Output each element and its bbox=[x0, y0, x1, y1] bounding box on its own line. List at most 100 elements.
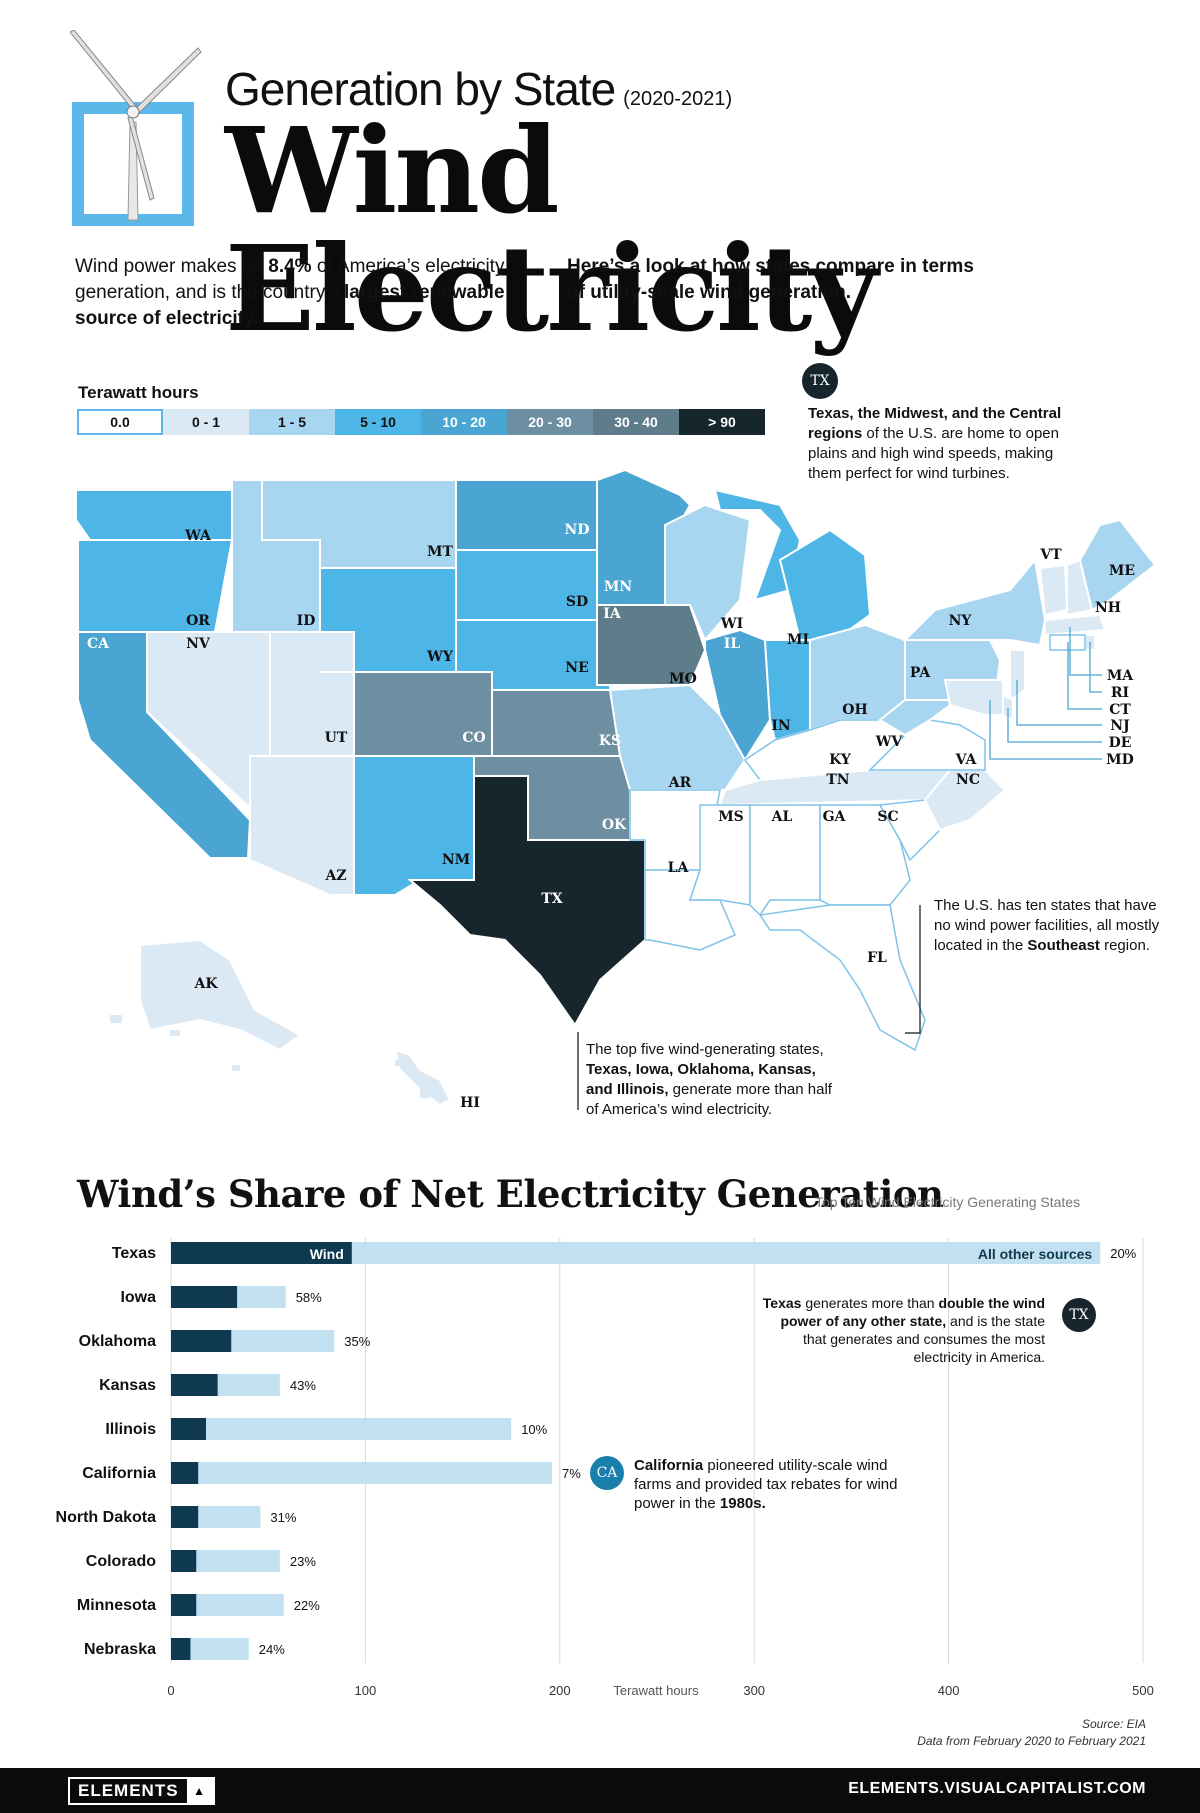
state-fl bbox=[758, 904, 926, 1052]
series-label-other: All other sources bbox=[978, 1246, 1093, 1262]
x-tick-label: 300 bbox=[743, 1683, 765, 1698]
x-tick-label: 400 bbox=[938, 1683, 960, 1698]
x-tick-label: 500 bbox=[1132, 1683, 1154, 1698]
bar-other-sources bbox=[237, 1286, 286, 1308]
state-label-id: ID bbox=[297, 613, 316, 629]
state-az bbox=[249, 755, 355, 896]
state-label-nd: ND bbox=[565, 522, 590, 538]
x-tick-label: 100 bbox=[355, 1683, 377, 1698]
state-label-sd: SD bbox=[566, 594, 588, 610]
state-label-me: ME bbox=[1109, 563, 1135, 579]
bar-wind bbox=[171, 1638, 191, 1660]
texas-chart-note: Texas generates more than double the win… bbox=[762, 1295, 1045, 1365]
annotation-line bbox=[905, 905, 921, 1034]
category-label: Colorado bbox=[86, 1553, 156, 1570]
state-label-ca: CA bbox=[87, 636, 110, 652]
state-mi bbox=[713, 488, 802, 602]
top-five-note: The top five wind-generating states, Tex… bbox=[586, 1041, 832, 1118]
state-label-ak: AK bbox=[193, 976, 218, 992]
share-label: 58% bbox=[296, 1290, 322, 1305]
bar-wind bbox=[171, 1506, 199, 1528]
state-label-ut: UT bbox=[325, 730, 348, 746]
category-label: North Dakota bbox=[56, 1509, 157, 1526]
bar-wind bbox=[171, 1286, 238, 1308]
state-label-mi: MI bbox=[787, 632, 809, 648]
state-label-ny: NY bbox=[949, 613, 973, 629]
leader-line bbox=[1069, 627, 1102, 676]
state-label-sc: SC bbox=[877, 809, 898, 825]
leader-line bbox=[1089, 642, 1102, 693]
state-nc bbox=[870, 769, 1007, 832]
us-map: WA OR CA NV ID MT WY UT AZ CO NM ND SD NE KS OK TX MN IA MO… bbox=[75, 468, 1157, 1111]
page-title: Wind Electricity bbox=[225, 101, 878, 358]
source-period: Data from February 2020 to February 2021 bbox=[917, 1734, 1146, 1748]
state-label-hi: HI bbox=[460, 1095, 480, 1111]
category-label: Oklahoma bbox=[79, 1333, 156, 1350]
state-ny bbox=[902, 557, 1047, 647]
footer-brand[interactable]: ELEMENTS ▲ bbox=[68, 1777, 215, 1805]
share-label: 22% bbox=[294, 1598, 320, 1613]
category-label: Minnesota bbox=[77, 1597, 156, 1614]
state-label-ky: KY bbox=[829, 752, 852, 768]
bar-wind bbox=[171, 1462, 199, 1484]
state-label-la: LA bbox=[668, 860, 690, 876]
intro-highlight: Here’s a look at how states compare in t… bbox=[567, 256, 974, 303]
legend-bin: > 90 bbox=[679, 409, 765, 435]
bar-wind bbox=[171, 1418, 206, 1440]
legend-bin: 30 - 40 bbox=[593, 409, 679, 435]
share-label: 43% bbox=[290, 1378, 316, 1393]
brand-mark-icon: ▲ bbox=[186, 1779, 213, 1803]
island bbox=[110, 1015, 122, 1023]
bar-wind bbox=[171, 1330, 232, 1352]
legend-bin: 10 - 20 bbox=[421, 409, 507, 435]
intro-text: Wind power makes up 8.4% of America’s el… bbox=[75, 256, 505, 329]
series-label-wind: Wind bbox=[310, 1246, 344, 1262]
category-label: Iowa bbox=[120, 1289, 156, 1306]
x-tick-label: 0 bbox=[167, 1683, 174, 1698]
island bbox=[232, 1065, 240, 1071]
state-label-nh: NH bbox=[1095, 600, 1121, 616]
state-label-vt: VT bbox=[1039, 547, 1062, 563]
state-label-mo: MO bbox=[669, 671, 697, 687]
bar-other-sources bbox=[196, 1550, 280, 1572]
state-label-wv: WV bbox=[875, 734, 904, 750]
state-label-al: AL bbox=[771, 809, 793, 825]
category-label: Kansas bbox=[99, 1377, 156, 1394]
state-label-il: IL bbox=[724, 636, 741, 652]
legend-title: Terawatt hours bbox=[78, 383, 199, 402]
state-label-nm: NM bbox=[442, 852, 470, 868]
state-label-wi: WI bbox=[720, 616, 743, 632]
state-label-ar: AR bbox=[668, 775, 692, 791]
share-label: 20% bbox=[1110, 1246, 1136, 1261]
share-label: 35% bbox=[344, 1334, 370, 1349]
state-nj bbox=[1009, 649, 1026, 702]
state-label-ne: NE bbox=[565, 660, 588, 676]
category-label: Illinois bbox=[105, 1421, 156, 1438]
legend-bin: 0 - 1 bbox=[163, 409, 249, 435]
wind-turbine-logo bbox=[70, 30, 202, 226]
tx-map-note: Texas, the Midwest, and the Central regi… bbox=[808, 405, 1062, 482]
state-label-ri: RI bbox=[1111, 685, 1129, 701]
state-hi bbox=[393, 1048, 452, 1107]
ca-badge: CA bbox=[590, 1456, 624, 1490]
state-label-ok: OK bbox=[602, 817, 627, 833]
state-label-az: AZ bbox=[324, 868, 346, 884]
island bbox=[170, 1030, 180, 1036]
southeast-note: The U.S. has ten states that have no win… bbox=[934, 897, 1160, 954]
bar-wind bbox=[171, 1594, 197, 1616]
footer-url[interactable]: ELEMENTS.VISUALCAPITALIST.COM bbox=[848, 1780, 1146, 1797]
state-label-mt: MT bbox=[427, 544, 453, 560]
header-years: (2020-2021) bbox=[623, 88, 733, 110]
legend-bin: 1 - 5 bbox=[249, 409, 335, 435]
footer: ELEMENTS ▲ ELEMENTS.VISUALCAPITALIST.COM bbox=[0, 1768, 1200, 1813]
state-label-wa: WA bbox=[184, 528, 212, 544]
share-label: 10% bbox=[521, 1422, 547, 1437]
state-label-ma: MA bbox=[1107, 668, 1134, 684]
source-note: Source: EIA Data from February 2020 to Fe… bbox=[800, 1716, 1146, 1750]
bar-other-sources bbox=[231, 1330, 335, 1352]
state-label-ia: IA bbox=[603, 606, 622, 622]
share-label: 23% bbox=[290, 1554, 316, 1569]
bar-wind bbox=[171, 1374, 218, 1396]
bar-chart: 0 100 200 300 400 500 Terawatt hours Texas 20% Wi… bbox=[56, 1238, 1154, 1698]
share-label: 31% bbox=[270, 1510, 296, 1525]
